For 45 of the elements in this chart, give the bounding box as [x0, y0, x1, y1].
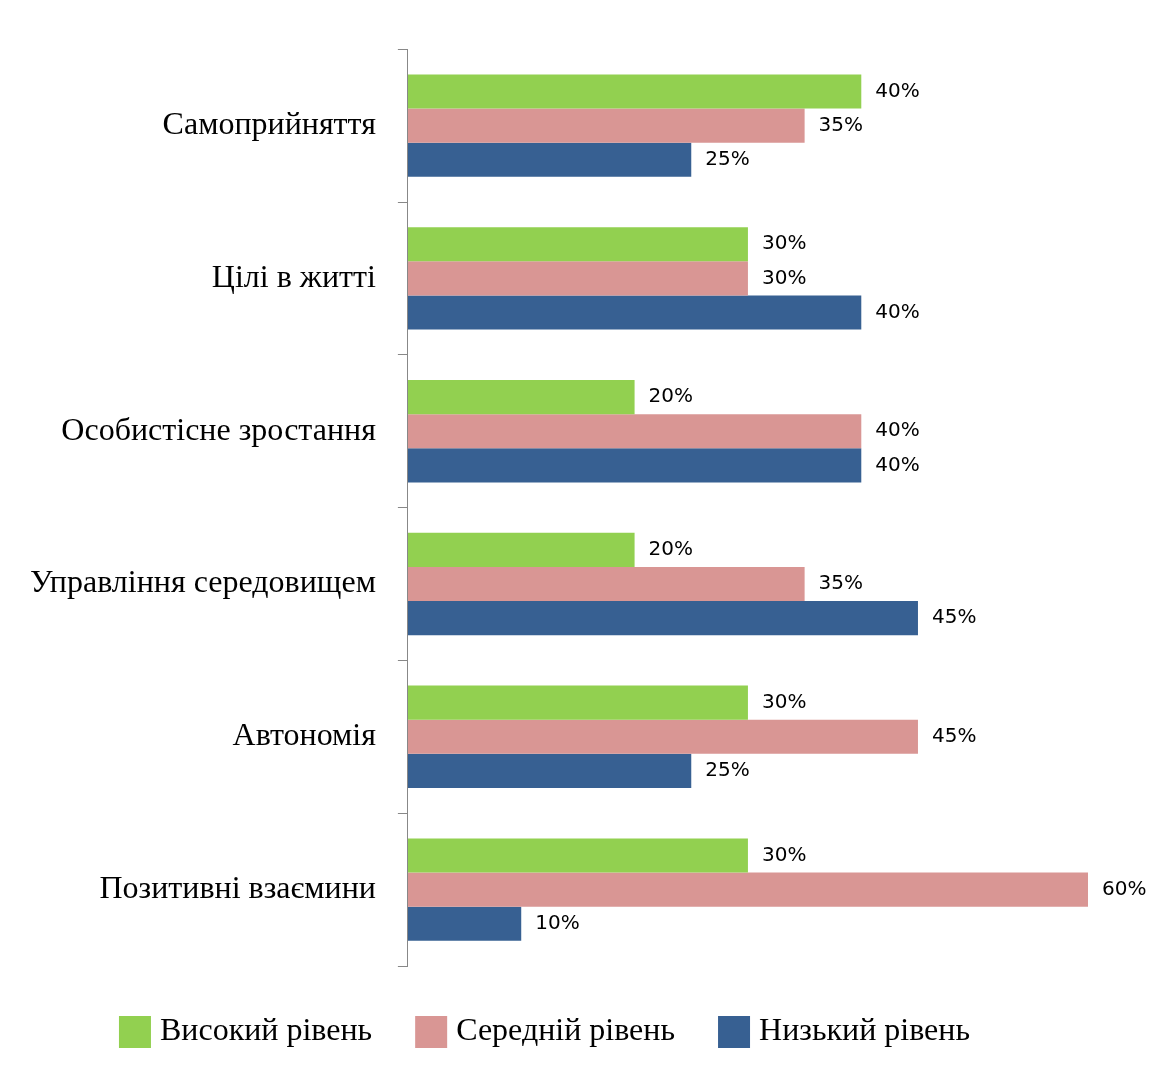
y-tick-label: Автономія: [232, 716, 377, 753]
bar: [407, 685, 748, 720]
bar: [407, 108, 805, 143]
y-tick-label: Самоприйняття: [162, 105, 377, 142]
bar: [407, 414, 862, 449]
data-label: 40%: [875, 451, 920, 476]
y-tick-label: Цілі в житті: [211, 257, 376, 294]
bar: [407, 74, 862, 109]
data-label: 20%: [648, 536, 694, 561]
data-label: 40%: [875, 77, 920, 102]
bar: [407, 142, 692, 177]
data-label: 10%: [535, 909, 580, 934]
data-label: 20%: [648, 383, 694, 408]
bar: [407, 380, 635, 415]
data-label: 25%: [705, 145, 750, 170]
data-label: 35%: [818, 570, 864, 595]
y-tick-label: Позитивні взаємини: [99, 869, 376, 906]
bar: [407, 227, 748, 262]
bar: [407, 532, 635, 567]
data-label: 45%: [931, 604, 977, 629]
bar: [407, 906, 522, 941]
data-label: 30%: [761, 230, 807, 255]
bar: [407, 448, 862, 483]
bar: [407, 838, 748, 873]
bar: [407, 295, 862, 330]
bar: [407, 566, 805, 602]
data-label: 25%: [705, 757, 750, 782]
y-tick-label: Управління середовищем: [30, 563, 376, 600]
legend-label: Низький рівень: [759, 1011, 971, 1048]
data-label: 30%: [761, 688, 807, 713]
bar: [407, 261, 748, 296]
data-label: 60%: [1102, 875, 1147, 900]
bar: [407, 753, 692, 788]
legend-label: Високий рівень: [159, 1011, 373, 1048]
data-label: 45%: [931, 723, 977, 747]
bar: [407, 601, 918, 636]
legend-label: Середній рівень: [456, 1011, 676, 1048]
bar: [407, 872, 1088, 907]
data-label: 30%: [761, 264, 807, 289]
data-label: 35%: [818, 111, 864, 136]
bar: [407, 719, 918, 754]
y-tick-label: Особистісне зростання: [61, 410, 377, 447]
data-label: 40%: [875, 298, 920, 323]
data-label: 40%: [875, 417, 920, 442]
data-label: 30%: [761, 841, 807, 866]
